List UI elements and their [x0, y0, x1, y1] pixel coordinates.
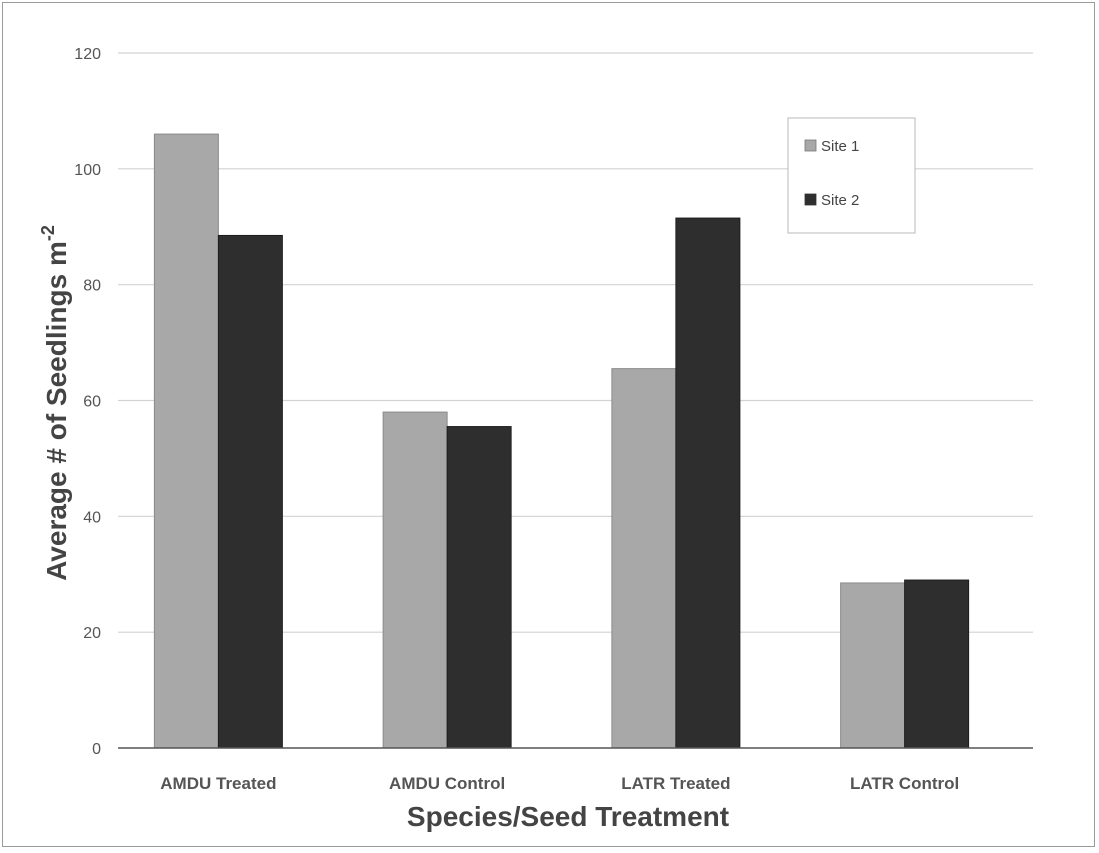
y-tick-label: 60 — [83, 394, 101, 411]
bar-site-1 — [153, 133, 219, 749]
bar-site-1 — [840, 582, 906, 749]
y-tick-label: 20 — [83, 625, 101, 642]
legend-box — [787, 117, 916, 234]
x-axis-label: Species/Seed Treatment — [407, 801, 729, 832]
y-axis-label-text: Average # of Seedlings m — [41, 241, 72, 581]
x-tick-label: LATR Control — [850, 774, 959, 793]
legend: Site 1 Site 2 — [787, 117, 916, 234]
legend-swatch-site-2 — [804, 193, 817, 206]
bar-site-2 — [446, 426, 512, 749]
bar-site-2 — [904, 579, 970, 749]
y-tick-label: 80 — [83, 278, 101, 295]
y-tick-label: 0 — [92, 741, 101, 758]
x-tick-labels: AMDU Treated AMDU Control LATR Treated LATR… — [160, 774, 959, 793]
legend-swatch-site-1 — [804, 139, 817, 152]
bar-site-2 — [217, 234, 283, 749]
legend-label-site-1: Site 1 — [821, 138, 859, 155]
y-tick-label: 100 — [74, 162, 101, 179]
y-tick-label: 40 — [83, 509, 101, 526]
bar-site-2 — [675, 217, 741, 749]
bar-chart: 0 20 40 60 80 100 120 AMDU Treated AMDU Control… — [38, 46, 1033, 832]
bars — [153, 133, 970, 749]
bar-site-1 — [611, 368, 677, 749]
x-tick-label: AMDU Treated — [160, 774, 276, 793]
legend-label-site-2: Site 2 — [821, 192, 859, 209]
y-axis-label: Average # of Seedlings m-2 — [38, 225, 72, 581]
bar-site-1 — [382, 411, 448, 749]
x-tick-label: LATR Treated — [621, 774, 730, 793]
y-axis-label-superscript: -2 — [38, 225, 58, 241]
y-tick-label: 120 — [74, 46, 101, 63]
y-tick-labels: 0 20 40 60 80 100 120 — [74, 46, 101, 758]
x-tick-label: AMDU Control — [389, 774, 505, 793]
